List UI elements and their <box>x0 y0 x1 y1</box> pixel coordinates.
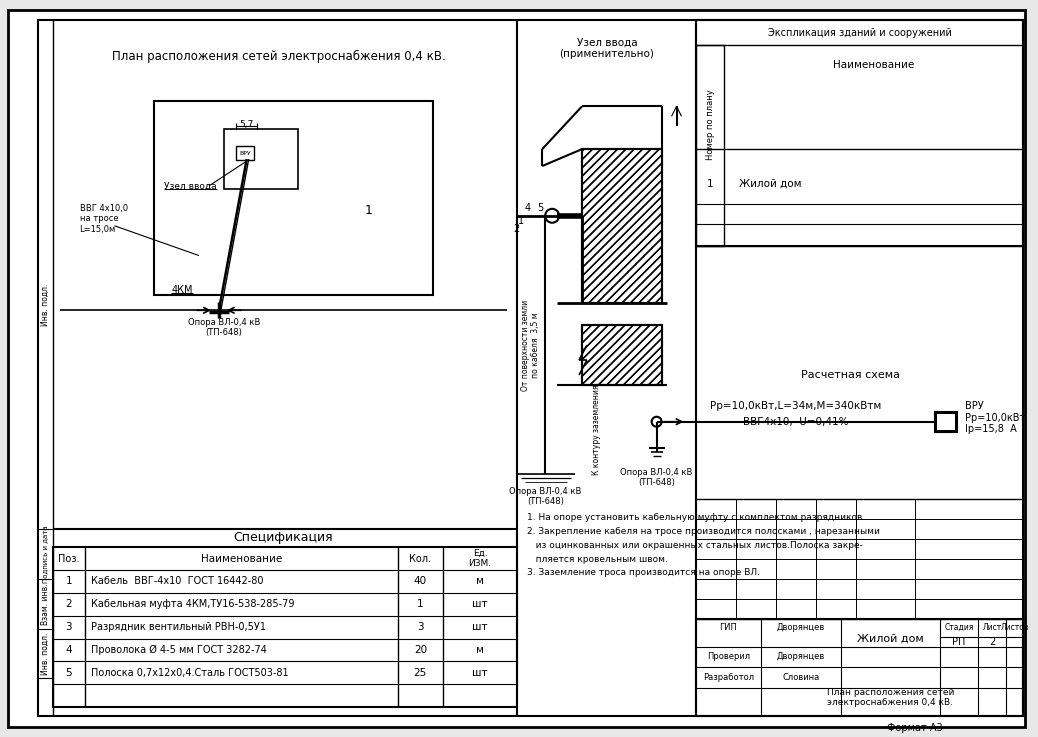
Text: Ед.
ИЗМ.: Ед. ИЗМ. <box>468 549 492 568</box>
Text: Кабель  ВВГ-4х10  ГОСТ 16442-80: Кабель ВВГ-4х10 ГОСТ 16442-80 <box>90 576 263 587</box>
Text: Формат А3: Формат А3 <box>887 723 944 733</box>
Text: К контуру заземления: К контуру заземления <box>593 385 601 475</box>
Text: Разрядник вентильный РВН-0,5У1: Разрядник вентильный РВН-0,5У1 <box>90 622 266 632</box>
Text: План расположения сетей электроснабжения 0,4 кВ.: План расположения сетей электроснабжения… <box>112 50 445 63</box>
Bar <box>53 547 517 708</box>
Text: 3. Заземление троса производится на опоре ВЛ.: 3. Заземление троса производится на опор… <box>527 568 760 578</box>
Text: 2. Закрепление кабеля на тросе производится полосками , нарезанными: 2. Закрепление кабеля на тросе производи… <box>527 527 880 536</box>
Text: Наименование: Наименование <box>200 553 282 564</box>
Text: ВВГ4х10,  U=0,41%: ВВГ4х10, U=0,41% <box>743 416 849 427</box>
Text: Подпись и дата: Подпись и дата <box>43 525 49 583</box>
Text: ВРУ
Рр=10,0кВт
Iр=15,8  А: ВРУ Рр=10,0кВт Iр=15,8 А <box>965 401 1026 434</box>
Text: Жилой дом: Жилой дом <box>857 634 924 643</box>
Text: Наименование: Наименование <box>832 60 914 69</box>
Text: 25: 25 <box>414 668 427 678</box>
Text: 1: 1 <box>417 599 424 609</box>
Text: м: м <box>476 645 484 655</box>
Text: 1: 1 <box>707 179 714 189</box>
Text: Узел ввода
(применительно): Узел ввода (применительно) <box>559 38 654 60</box>
Text: 2: 2 <box>513 224 519 234</box>
Text: 1. На опоре установить кабельную муфту с комплектом разрядников.: 1. На опоре установить кабельную муфту с… <box>527 513 866 522</box>
Text: 4: 4 <box>524 203 530 213</box>
Text: Взам. инв.: Взам. инв. <box>40 583 50 624</box>
Text: Спецификация: Спецификация <box>234 531 333 544</box>
Text: Дворянцев: Дворянцев <box>776 624 825 632</box>
Text: шт: шт <box>472 668 488 678</box>
Text: 5,7: 5,7 <box>240 119 254 129</box>
Text: 5: 5 <box>537 203 543 213</box>
Text: 1: 1 <box>364 204 372 217</box>
Text: Узел ввода: Узел ввода <box>164 181 217 190</box>
Bar <box>696 45 725 245</box>
Text: Проверил: Проверил <box>707 652 749 661</box>
Bar <box>582 325 661 385</box>
Text: РП: РП <box>953 637 965 646</box>
Text: Инв. подл.: Инв. подл. <box>40 632 50 675</box>
Text: Экспликация зданий и сооружений: Экспликация зданий и сооружений <box>768 28 952 38</box>
Text: 1: 1 <box>518 216 524 226</box>
Text: ВРУ: ВРУ <box>239 150 250 156</box>
Bar <box>696 20 1022 245</box>
Text: Полоска 0,7х12х0,4.Сталь ГОСТ503-81: Полоска 0,7х12х0,4.Сталь ГОСТ503-81 <box>90 668 289 678</box>
Text: 2: 2 <box>65 599 72 609</box>
Text: Стадия: Стадия <box>945 624 974 632</box>
Bar <box>582 325 661 385</box>
Text: Разработол: Разработол <box>703 673 754 682</box>
Text: ВВГ 4х10,0
на тросе
L=15,0м: ВВГ 4х10,0 на тросе L=15,0м <box>80 204 128 234</box>
Bar <box>582 325 661 385</box>
Text: Опора ВЛ-0,4 кВ
(ТП-648): Опора ВЛ-0,4 кВ (ТП-648) <box>621 468 692 487</box>
Text: Кабельная муфта 4КМ,ТУ16-538-285-79: Кабельная муфта 4КМ,ТУ16-538-285-79 <box>90 599 294 609</box>
Text: 3: 3 <box>65 622 72 632</box>
Bar <box>582 149 661 304</box>
Text: 40: 40 <box>414 576 427 587</box>
Bar <box>224 129 299 189</box>
Text: Проволока Ø 4-5 мм ГОСТ 3282-74: Проволока Ø 4-5 мм ГОСТ 3282-74 <box>90 645 267 655</box>
Text: Лист: Лист <box>982 624 1002 632</box>
Text: Словина: Словина <box>783 673 820 682</box>
Text: Листов: Листов <box>1001 624 1029 632</box>
Bar <box>696 619 1022 716</box>
Text: 5: 5 <box>65 668 72 678</box>
Text: План расположения сетей
электроснабжения 0,4 кВ.: План расположения сетей электроснабжения… <box>826 688 954 707</box>
Text: Номер по плану: Номер по плану <box>706 90 715 161</box>
Text: м: м <box>476 576 484 587</box>
Text: От поверхности земли
по кабеля  3,5 м: От поверхности земли по кабеля 3,5 м <box>521 299 540 391</box>
Text: пляется кровельным швом.: пляется кровельным швом. <box>527 554 668 564</box>
Text: 3: 3 <box>417 622 424 632</box>
Bar <box>937 413 955 430</box>
Text: Расчетная схема: Расчетная схема <box>801 370 900 380</box>
Bar <box>582 149 661 304</box>
Bar <box>155 102 433 296</box>
Text: 2: 2 <box>989 637 995 646</box>
Text: Опора ВЛ-0,4 кВ
(ТП-648): Опора ВЛ-0,4 кВ (ТП-648) <box>188 318 261 337</box>
Bar <box>935 412 957 432</box>
Text: Рр=10,0кВт,L=34м,М=340кВтм: Рр=10,0кВт,L=34м,М=340кВтм <box>710 401 881 411</box>
Text: 20: 20 <box>414 645 427 655</box>
Text: Опора ВЛ-0,4 кВ
(ТП-648): Опора ВЛ-0,4 кВ (ТП-648) <box>509 486 581 506</box>
Text: Жилой дом: Жилой дом <box>739 179 801 189</box>
Text: 1: 1 <box>65 576 72 587</box>
Bar <box>582 149 661 304</box>
Text: 4: 4 <box>65 645 72 655</box>
Text: ГИП: ГИП <box>719 624 737 632</box>
Text: 4КМ: 4КМ <box>171 285 193 296</box>
Text: шт: шт <box>472 622 488 632</box>
Text: шт: шт <box>472 599 488 609</box>
Text: Дворянцев: Дворянцев <box>776 652 825 661</box>
Text: Инв. подл.: Инв. подл. <box>40 283 50 326</box>
Bar <box>236 146 253 160</box>
Text: из оцинкованных или окрашенных стальных листов.Полоска закре-: из оцинкованных или окрашенных стальных … <box>527 541 864 550</box>
Text: Кол.: Кол. <box>409 553 432 564</box>
Text: Поз.: Поз. <box>58 553 79 564</box>
